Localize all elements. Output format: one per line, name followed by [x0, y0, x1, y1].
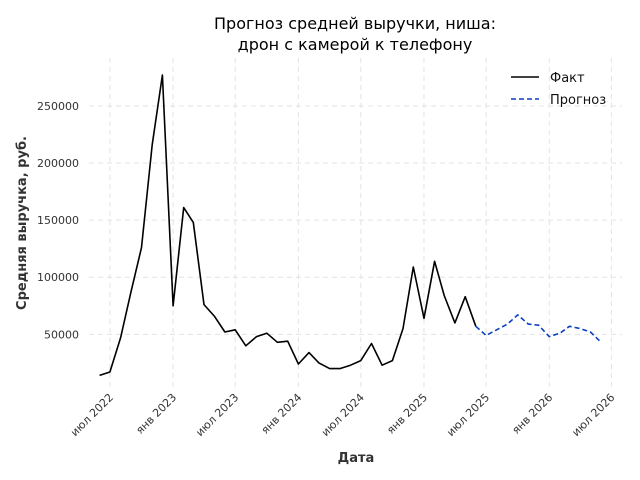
series-line-forecast [475, 314, 602, 343]
y-tick-label: 100000 [37, 271, 79, 284]
x-tick-label: июл 2022 [68, 391, 116, 439]
x-tick-label: июл 2025 [444, 391, 492, 439]
legend-label: Факт [550, 71, 585, 86]
chart-title-line-2: дрон с камерой к телефону [238, 35, 473, 54]
y-tick-label: 150000 [37, 214, 79, 227]
y-tick-label: 50000 [44, 328, 79, 341]
x-axis-label: Дата [338, 451, 375, 466]
y-axis-ticks: 50000 100000 150000 200000 250000 [37, 100, 79, 341]
x-tick-label: июл 2026 [569, 391, 617, 439]
x-tick-label: янв 2026 [510, 391, 556, 437]
x-tick-label: янв 2023 [133, 391, 179, 437]
legend-label: Прогноз [550, 93, 606, 108]
x-tick-label: янв 2024 [259, 391, 305, 437]
legend: Факт Прогноз [511, 71, 606, 108]
x-tick-label: июл 2023 [193, 391, 241, 439]
x-tick-label: июл 2024 [319, 391, 367, 439]
x-axis-ticks: июл 2022 янв 2023 июл 2023 янв 2024 июл 2024… [68, 391, 617, 439]
chart-title-line-1: Прогноз средней выручки, ниша: [214, 14, 496, 33]
y-tick-label: 250000 [37, 100, 79, 113]
chart-title: Прогноз средней выручки, ниша: дрон с ка… [214, 14, 496, 54]
series-layer [99, 74, 602, 377]
y-tick-label: 200000 [37, 157, 79, 170]
grid [89, 58, 622, 388]
x-tick-label: янв 2025 [384, 391, 430, 437]
series-line-actual [99, 74, 477, 377]
y-axis-label: Средняя выручка, руб. [15, 136, 30, 310]
